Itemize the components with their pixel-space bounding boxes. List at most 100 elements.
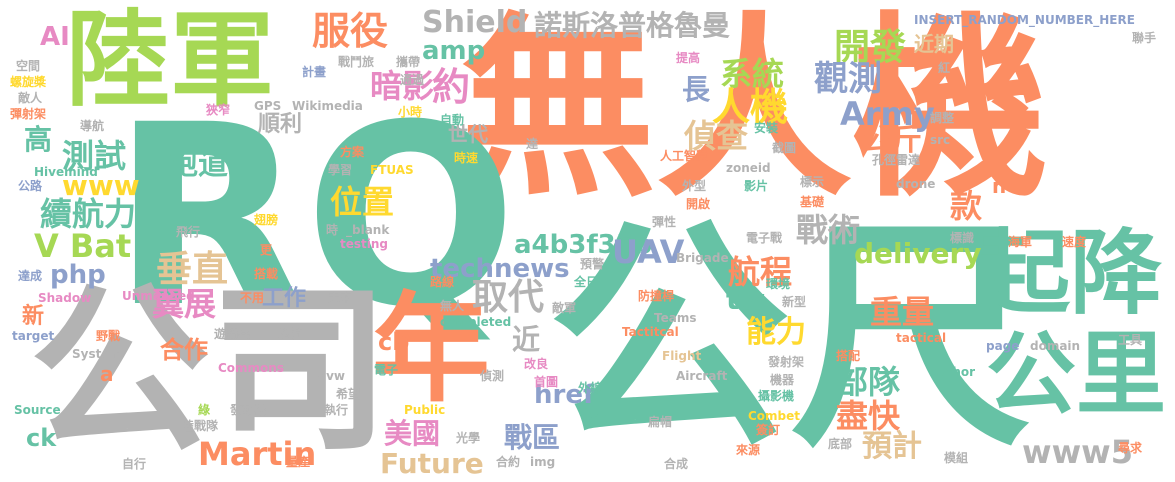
word-kai-fa: 開發 — [834, 27, 907, 68]
word-dian-zi: 電子 — [374, 363, 399, 377]
word-jie-tu: 截圖 — [772, 141, 797, 155]
word-author: author — [930, 365, 976, 379]
word-ren-gong-zhi-hui: 人工智慧 — [660, 149, 709, 163]
word-tan-xing: 彈性 — [652, 215, 677, 229]
word-testing: testing — [340, 237, 388, 251]
word-fa-dong-ji: 發動機 — [230, 403, 267, 417]
word-zhong-liang: 重量 — [870, 293, 935, 331]
word-shi: 時 — [326, 223, 339, 237]
word-dan-she-jia: 彈射架 — [10, 107, 47, 121]
word-bu-yong: 不用 — [240, 291, 265, 305]
word-domain: domain — [1030, 339, 1081, 353]
word-zhi-xing: 執行 — [324, 403, 349, 417]
word-wai-xing: 外型 — [682, 179, 707, 193]
word-xun-qiu: 尋求 — [1118, 441, 1143, 455]
word-huan-jing: 環境 — [766, 277, 791, 291]
word-ji-chu: 基礎 — [800, 195, 825, 209]
word-kong-jing-lei-da: 孔徑雷達 — [872, 153, 921, 167]
word-fu-yi: 服役 — [312, 9, 389, 53]
word-kai-qi: 開啟 — [686, 197, 711, 211]
word-su-du: 速度 — [1062, 235, 1087, 249]
word-page: page — [986, 339, 1020, 353]
word-chi-bang: 翅膀 — [254, 213, 279, 227]
word-uav: UAV — [612, 233, 685, 271]
word-da-cheng: 達成 — [18, 269, 43, 283]
word-target: target — [12, 329, 55, 343]
word-zoneid: zoneid — [726, 161, 771, 175]
word-fang-zhuang-gan: 防撞桿 — [638, 289, 675, 303]
word-zhan-shu: 戰術 — [796, 211, 861, 249]
word-wu-ren-ji: 無人機 — [460, 0, 1049, 224]
word-da-pei: 搭配 — [836, 349, 861, 363]
word-ye-zhan: 野戰 — [96, 329, 121, 343]
word-di-jun: 敵軍 — [552, 301, 577, 315]
word-biao-shi-2: 標識 — [950, 231, 975, 245]
word-di-ren: 敵人 — [18, 91, 43, 105]
word-da-zai: 搭載 — [254, 267, 279, 281]
word-shou-tu: 首圖 — [534, 375, 559, 389]
word-hai-jun: 海軍 — [1008, 235, 1033, 249]
word-source: Source — [14, 403, 61, 417]
word-hong: 紅 — [938, 61, 951, 75]
word-da: 達 — [526, 137, 539, 151]
word-wei-zhi: 位置 — [330, 183, 395, 221]
word-public: Public — [404, 403, 446, 417]
word-cb: cb — [378, 328, 410, 356]
word-lv: 綠 — [198, 403, 211, 417]
word-xiao-shi: 小時 — [398, 105, 423, 119]
word-shield: Shield — [422, 5, 528, 40]
word-he-yue: 合約 — [496, 455, 521, 469]
word-qu-dai: 取代 — [472, 277, 545, 318]
word-a4b3f35b: a4b3f35b — [514, 230, 653, 260]
word-zhen-cha: 偵查 — [684, 117, 749, 155]
word-xu-hang-li: 續航力 — [40, 195, 137, 233]
word-he-zuo: 合作 — [160, 336, 208, 364]
word-shi-su: 時速 — [454, 151, 479, 165]
word-an-ying: 暗影 — [370, 67, 435, 105]
word-src: src — [930, 133, 951, 147]
word-martin: Martin — [198, 435, 317, 473]
word-wei-lai: 未來 — [328, 291, 353, 305]
word-lu-zhan-dui: 陸戰隊 — [182, 419, 219, 433]
word-you-qi-bing: 遊騎兵 — [214, 327, 251, 341]
word-href: href — [534, 380, 595, 410]
word-chang: 長 — [682, 73, 711, 106]
word-lian-shou: 聯手 — [1132, 31, 1157, 45]
word-future: Future — [380, 447, 484, 480]
word-xun-hang: 巡航 — [278, 327, 303, 341]
word-gong-zuo: 工作 — [262, 286, 307, 311]
word-zi-xing: 自行 — [122, 457, 147, 471]
word-gong-chi: 公尺 — [548, 198, 1033, 480]
word-gps: GPS — [254, 99, 282, 113]
word-shi-dai: 世代 — [448, 122, 488, 146]
word-drone: drone — [896, 177, 936, 191]
word-blank: _blank — [346, 223, 390, 237]
word-amp: amp — [422, 36, 486, 66]
word-bian-mao: 扁帽 — [648, 415, 673, 429]
word-v-bat: V Bat — [34, 227, 132, 265]
word-lu-jun: 陸軍 — [66, 0, 275, 121]
word-www: www — [62, 169, 140, 202]
word-yi-zhan: 翼展 — [152, 285, 217, 323]
word-rq: RQ — [112, 71, 518, 362]
word-ti-gao: 提高 — [676, 51, 701, 65]
word-xue-xi: 學習 — [328, 163, 353, 177]
word-fa-she-jia: 發射架 — [768, 355, 805, 369]
word-tactitcal: Tactitcal — [622, 325, 679, 339]
word-gong-si: 公司 — [30, 267, 391, 476]
word-insert-random: INSERT_RANDOM_NUMBER_HERE — [914, 13, 1135, 27]
word-dao-hang: 導航 — [80, 119, 105, 133]
word-hang-cheng: 航程 — [728, 253, 793, 291]
word-shadow: Shadow — [38, 291, 92, 305]
word-technews: technews — [430, 254, 570, 284]
word-guang-xue: 光學 — [456, 431, 481, 445]
word-luo-xuan-jiang: 螺旋槳 — [10, 75, 47, 89]
word-kong-jian: 空間 — [16, 59, 41, 73]
word-commons: Commons — [218, 361, 284, 375]
word-guan-ce: 觀測 — [814, 59, 882, 99]
word-ying-pian: 影片 — [744, 179, 769, 193]
word-pao-dao: 跑道 — [168, 147, 228, 182]
word-an-zhuang: 安裝 — [754, 121, 779, 135]
word-tiao-zheng: 調整 — [930, 111, 955, 125]
